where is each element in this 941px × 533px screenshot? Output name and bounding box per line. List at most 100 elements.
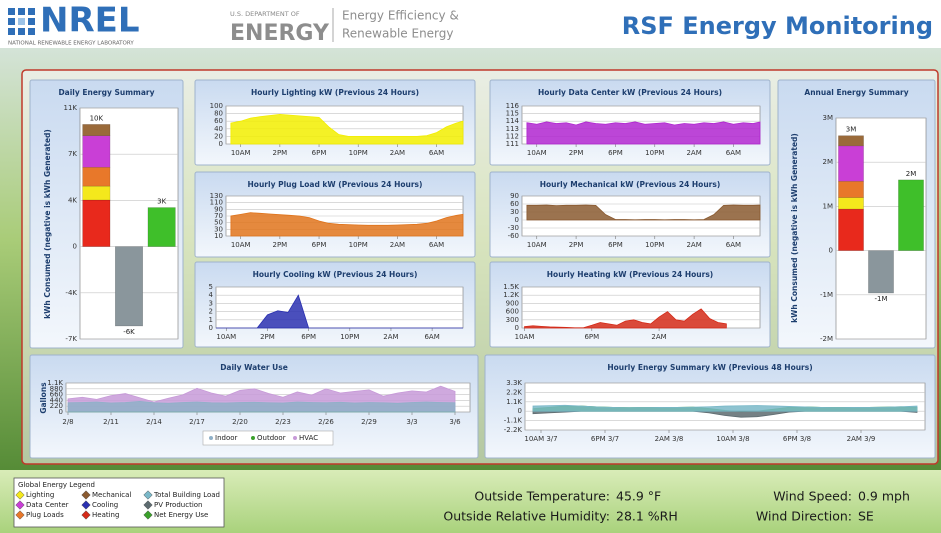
y-tick-label: 20 [214, 132, 223, 140]
y-tick-label: 100 [210, 102, 223, 110]
x-tick-label: 2AM 3/9 [847, 435, 876, 443]
y-tick-label: 60 [214, 117, 223, 125]
x-tick-label: 6PM [312, 149, 327, 157]
x-tick-label: 2PM [273, 149, 288, 157]
lab-name: NATIONAL RENEWABLE ENERGY LABORATORY [8, 41, 134, 47]
x-tick-label: 10PM [349, 149, 368, 157]
chart-title: Hourly Heating kW (Previous 24 Hours) [547, 270, 713, 279]
y-tick-label: 115 [506, 110, 519, 118]
legend-swatch [293, 436, 297, 440]
y-tick-label: -1.1K [504, 417, 523, 425]
x-tick-label: 2AM [686, 241, 701, 249]
y-tick-label: 2 [209, 308, 213, 316]
y-tick-label: -1M [820, 291, 833, 299]
weather-value: SE [858, 509, 874, 524]
y-tick-label: 113 [506, 125, 519, 133]
x-tick-label: 10AM [515, 333, 535, 341]
legend-label: Plug Loads [26, 511, 64, 519]
total-label: 10K [90, 114, 104, 122]
y-tick-label: 111 [506, 140, 519, 148]
chart-title: Hourly Cooling kW (Previous 24 Hours) [253, 270, 418, 279]
x-tick-label: 2AM [383, 333, 398, 341]
y-tick-label: 900 [506, 299, 519, 307]
legend-swatch [209, 436, 213, 440]
weather-label: Wind Speed: [773, 489, 852, 504]
legend-label: Net Energy Use [154, 511, 208, 519]
y-tick-label: 1.5K [503, 283, 519, 291]
x-tick-label: 6PM [301, 333, 316, 341]
eere-line2: Renewable Energy [342, 27, 454, 41]
legend-label: Data Center [26, 501, 69, 509]
legend-swatch [251, 436, 255, 440]
legend-label: Cooling [92, 501, 118, 509]
y-tick-label: 7K [68, 150, 77, 158]
x-tick-label: 6AM [726, 149, 741, 157]
x-tick-label: 6AM [726, 241, 741, 249]
x-tick-label: 10PM [645, 241, 664, 249]
weather-value: 45.9 °F [616, 489, 661, 504]
y-axis-label: kWh Consumed (negative is kWh Generated) [43, 129, 52, 319]
bar-segment [83, 124, 110, 135]
y-tick-label: 3.3K [506, 379, 522, 387]
x-tick-label: 10AM [216, 333, 236, 341]
x-tick-label: 2AM 3/8 [655, 435, 684, 443]
eere-line1: Energy Efficiency & [342, 9, 459, 23]
x-tick-label: 2/14 [146, 418, 162, 426]
y-tick-label: 0 [515, 324, 519, 332]
x-tick-label: 10AM [231, 241, 251, 249]
y-tick-label: 2M [823, 158, 834, 166]
y-tick-label: 4 [209, 291, 214, 299]
x-tick-label: 10PM [340, 333, 359, 341]
y-tick-label: -2M [820, 335, 833, 343]
x-tick-label: 3/6 [449, 418, 461, 426]
x-tick-label: 6PM [608, 149, 623, 157]
total-label: 3M [846, 126, 857, 134]
x-tick-label: 2/23 [275, 418, 291, 426]
value-label: -1M [874, 295, 887, 303]
x-tick-label: 6PM [608, 241, 623, 249]
y-tick-label: 0 [829, 247, 833, 255]
x-tick-label: 2PM [260, 333, 275, 341]
y-tick-label: 5 [209, 283, 213, 291]
x-tick-label: 3/3 [406, 418, 417, 426]
weather-value: 0.9 mph [858, 489, 910, 504]
x-tick-label: 10PM [645, 149, 664, 157]
chart-title: Hourly Plug Load kW (Previous 24 Hours) [248, 180, 423, 189]
y-tick-label: 11K [64, 104, 78, 112]
x-tick-label: 10AM 3/8 [716, 435, 749, 443]
y-tick-label: 1 [209, 316, 213, 324]
y-tick-label: 1.2K [503, 291, 519, 299]
x-tick-label: 2/17 [189, 418, 205, 426]
y-tick-label: 3 [209, 299, 213, 307]
page-title: RSF Energy Monitoring [622, 12, 933, 40]
bar-segment [898, 180, 923, 251]
legend-label: Outdoor [257, 434, 286, 442]
chart-title: Hourly Energy Summary kW (Previous 48 Ho… [607, 363, 812, 372]
legend-label: Lighting [26, 491, 54, 499]
y-tick-label: -4K [65, 289, 77, 297]
y-tick-label: -7K [65, 335, 77, 343]
y-axis-label: Gallons [39, 382, 48, 414]
x-tick-label: 2/20 [232, 418, 248, 426]
y-tick-label: 0 [73, 243, 77, 251]
x-tick-label: 6PM [584, 333, 599, 341]
y-tick-label: -2.2K [504, 426, 523, 434]
y-tick-label: 0 [209, 324, 213, 332]
y-tick-label: 0 [518, 407, 522, 415]
legend-label: Total Building Load [153, 491, 220, 499]
y-tick-label: 130 [210, 192, 223, 200]
x-tick-label: 10AM [527, 149, 547, 157]
page: NREL NATIONAL RENEWABLE ENERGY LABORATOR… [0, 0, 941, 533]
logo-text: NREL [40, 1, 140, 41]
bar-segment [83, 200, 110, 247]
bar-segment [83, 186, 110, 200]
chart-title: Annual Energy Summary [804, 88, 908, 97]
area [527, 122, 760, 144]
legend-label: Mechanical [92, 491, 131, 499]
x-tick-label: 6AM [424, 333, 439, 341]
logo-icon [8, 8, 35, 35]
area [68, 401, 455, 412]
y-tick-label: 112 [506, 132, 519, 140]
y-tick-label: -30 [508, 224, 519, 232]
bar-segment [838, 181, 863, 197]
